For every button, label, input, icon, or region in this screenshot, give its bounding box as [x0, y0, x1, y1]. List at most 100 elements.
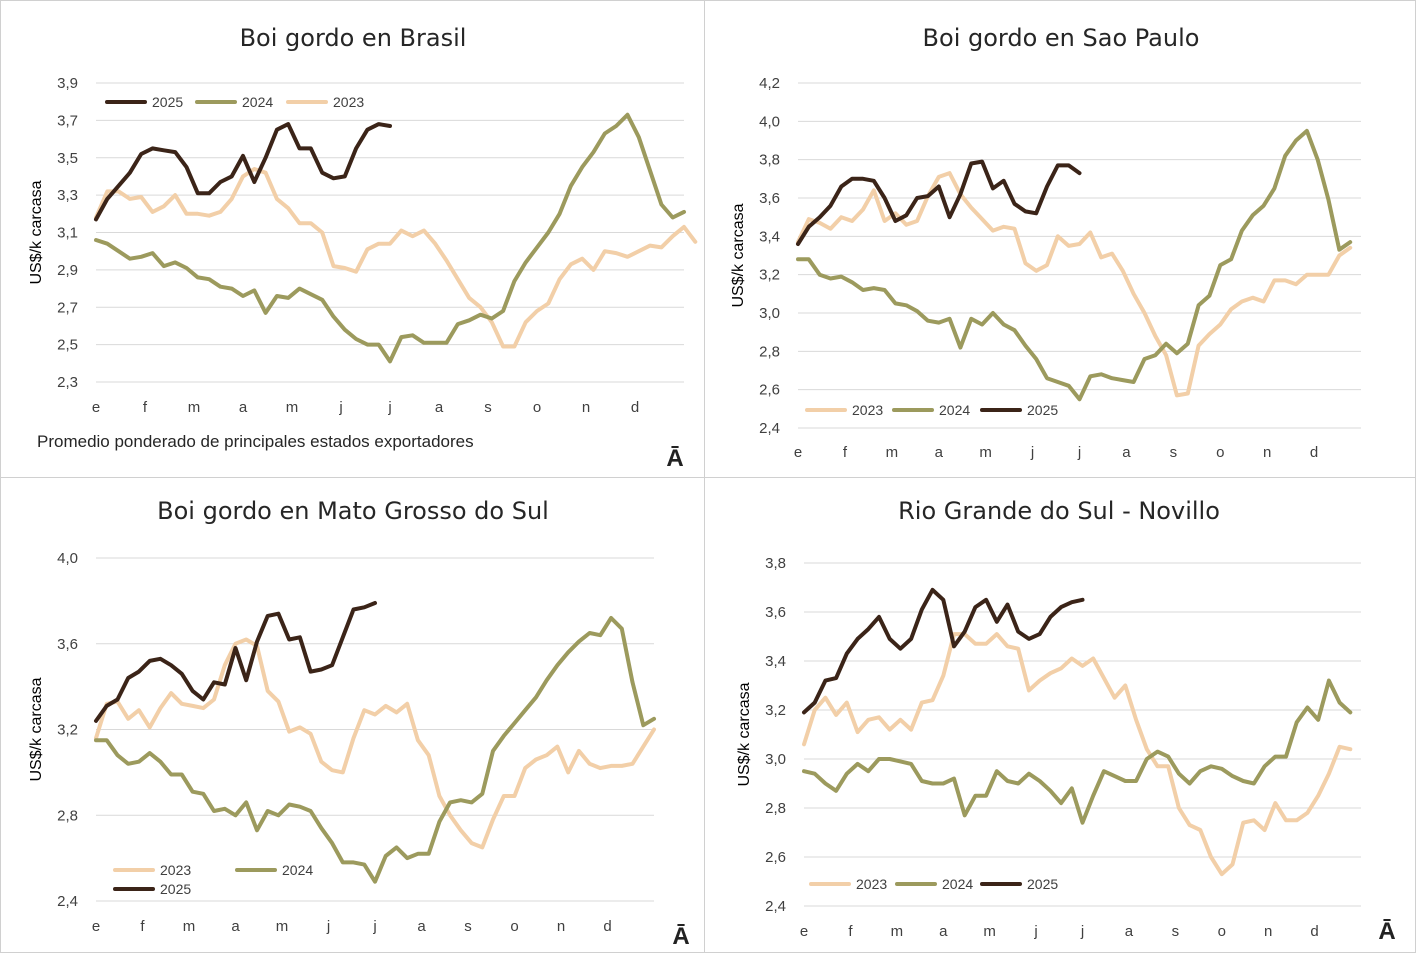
- x-tick-label: d: [631, 399, 639, 416]
- y-tick-label: 4,0: [759, 113, 780, 130]
- y-tick-label: 3,5: [57, 150, 78, 167]
- gridlines: [96, 82, 684, 383]
- y-tick-label: 3,0: [765, 751, 786, 768]
- chart-panel-brasil: Boi gordo en Brasil 2,3 2,5 2,7 2,9 3,1 3,3 3,5…: [0, 0, 705, 478]
- x-tick-label: m: [983, 923, 996, 940]
- chart-rio-grande: Rio Grande do Sul - Novillo 2,4 2,6 2,8 3,0 3…: [736, 497, 1396, 945]
- y-tick-label: 2,8: [765, 800, 786, 817]
- chart-brasil: Boi gordo en Brasil 2,3 2,5 2,7 2,9 3,1 3,3 3,5…: [28, 24, 698, 472]
- x-tick-label: o: [510, 918, 518, 935]
- legend-label-2024: 2024: [939, 402, 970, 418]
- legend-label-2025: 2025: [1027, 876, 1058, 892]
- x-tick-label: d: [1310, 923, 1318, 940]
- x-tick-label: a: [417, 918, 426, 935]
- x-tick-label: a: [231, 918, 240, 935]
- x-tick-label: s: [484, 399, 492, 416]
- x-tick-label: e: [794, 444, 802, 461]
- x-tick-label: j: [326, 918, 330, 935]
- y-tick-label: 3,2: [759, 267, 780, 284]
- chart-mato-grosso: Boi gordo en Mato Grosso do Sul 2,4 2,8 3,2…: [28, 497, 690, 950]
- y-tick-label: 3,2: [57, 722, 78, 739]
- y-tick-label: 3,8: [759, 152, 780, 169]
- x-tick-label: a: [1125, 923, 1134, 940]
- chart-panel-mato-grosso: Boi gordo en Mato Grosso do Sul 2,4 2,8 3,2…: [0, 477, 705, 953]
- series-line-2024: [94, 616, 656, 884]
- x-tick-label: e: [800, 923, 808, 940]
- series-line-2023: [802, 632, 1353, 877]
- logo-icon: Ā: [1378, 918, 1395, 945]
- x-tick-label: j: [338, 399, 342, 416]
- series-line-2025: [796, 159, 1082, 246]
- y-tick-label: 3,3: [57, 187, 78, 204]
- legend-label-2023: 2023: [160, 862, 191, 878]
- series-line-2024: [94, 112, 686, 364]
- y-tick-label: 2,4: [765, 898, 786, 915]
- x-tick-label: f: [143, 399, 148, 416]
- x-tick-label: a: [1122, 444, 1131, 461]
- y-tick-label: 3,1: [57, 225, 78, 242]
- series-line-2025: [94, 601, 377, 723]
- y-tick-label: 2,9: [57, 262, 78, 279]
- x-tick-label: j: [372, 918, 376, 935]
- y-tick-label: 3,0: [759, 305, 780, 322]
- chart-sao-paulo: Boi gordo en Sao Paulo 2,4 2,6 2,8 3,0 3,2 3,4…: [730, 24, 1361, 461]
- x-tick-label: f: [140, 918, 145, 935]
- y-tick-label: 2,4: [57, 893, 78, 910]
- chart-title: Boi gordo en Sao Paulo: [923, 24, 1200, 52]
- x-tick-label: m: [276, 918, 289, 935]
- logo-icon: Ā: [672, 923, 689, 950]
- y-tick-label: 2,4: [759, 420, 780, 437]
- x-tick-label: j: [1030, 444, 1034, 461]
- gridlines: [96, 557, 654, 902]
- x-tick-label: a: [239, 399, 248, 416]
- legend-label-2023: 2023: [852, 402, 883, 418]
- chart-title: Rio Grande do Sul - Novillo: [898, 497, 1220, 525]
- chart-title: Boi gordo en Mato Grosso do Sul: [157, 497, 549, 525]
- y-tick-label: 3,9: [57, 75, 78, 92]
- y-tick-label: 3,2: [765, 702, 786, 719]
- y-axis-label: US$/k carcasa: [736, 682, 753, 786]
- y-tick-label: 2,5: [57, 337, 78, 354]
- legend-label-2023: 2023: [333, 94, 364, 110]
- x-tick-label: a: [435, 399, 444, 416]
- x-tick-label: e: [92, 399, 100, 416]
- y-tick-label: 3,6: [765, 604, 786, 621]
- y-tick-label: 3,6: [759, 190, 780, 207]
- x-tick-label: j: [387, 399, 391, 416]
- series-line-2024: [796, 128, 1353, 402]
- logo-icon: Ā: [666, 445, 683, 472]
- y-tick-label: 2,8: [57, 807, 78, 824]
- y-axis-label: US$/k carcasa: [28, 677, 45, 781]
- legend: 2023 2024 2025: [805, 402, 1058, 418]
- x-tick-label: d: [603, 918, 611, 935]
- gridlines: [804, 562, 1361, 907]
- x-tick-label: s: [464, 918, 472, 935]
- legend: 2023 2024 2025: [809, 876, 1058, 892]
- y-tick-label: 3,6: [57, 636, 78, 653]
- chart-title: Boi gordo en Brasil: [240, 24, 467, 52]
- x-tick-label: m: [286, 399, 299, 416]
- x-tick-label: m: [188, 399, 201, 416]
- x-tick-label: n: [1263, 444, 1271, 461]
- x-tick-label: m: [891, 923, 904, 940]
- x-tick-label: e: [92, 918, 100, 935]
- y-tick-label: 2,6: [765, 849, 786, 866]
- legend-label-2025: 2025: [1027, 402, 1058, 418]
- y-tick-label: 3,7: [57, 112, 78, 129]
- x-tick-label: a: [939, 923, 948, 940]
- y-tick-label: 3,4: [765, 653, 786, 670]
- series-line-2023: [94, 637, 656, 850]
- series-line-2025: [802, 587, 1085, 715]
- gridlines: [798, 82, 1361, 429]
- legend-label-2025: 2025: [152, 94, 183, 110]
- x-tick-label: s: [1172, 923, 1180, 940]
- x-tick-label: j: [1077, 444, 1081, 461]
- series-line-2024: [802, 678, 1353, 825]
- x-tick-label: j: [1033, 923, 1037, 940]
- chart-panel-sao-paulo: Boi gordo en Sao Paulo 2,4 2,6 2,8 3,0 3,2 3,4…: [704, 0, 1416, 478]
- y-axis-label: US$/k carcasa: [28, 180, 45, 284]
- y-tick-label: 3,4: [759, 228, 780, 245]
- x-tick-label: n: [1264, 923, 1272, 940]
- x-tick-label: m: [183, 918, 196, 935]
- chart-panel-rio-grande: Rio Grande do Sul - Novillo 2,4 2,6 2,8 3,0 3…: [704, 477, 1416, 953]
